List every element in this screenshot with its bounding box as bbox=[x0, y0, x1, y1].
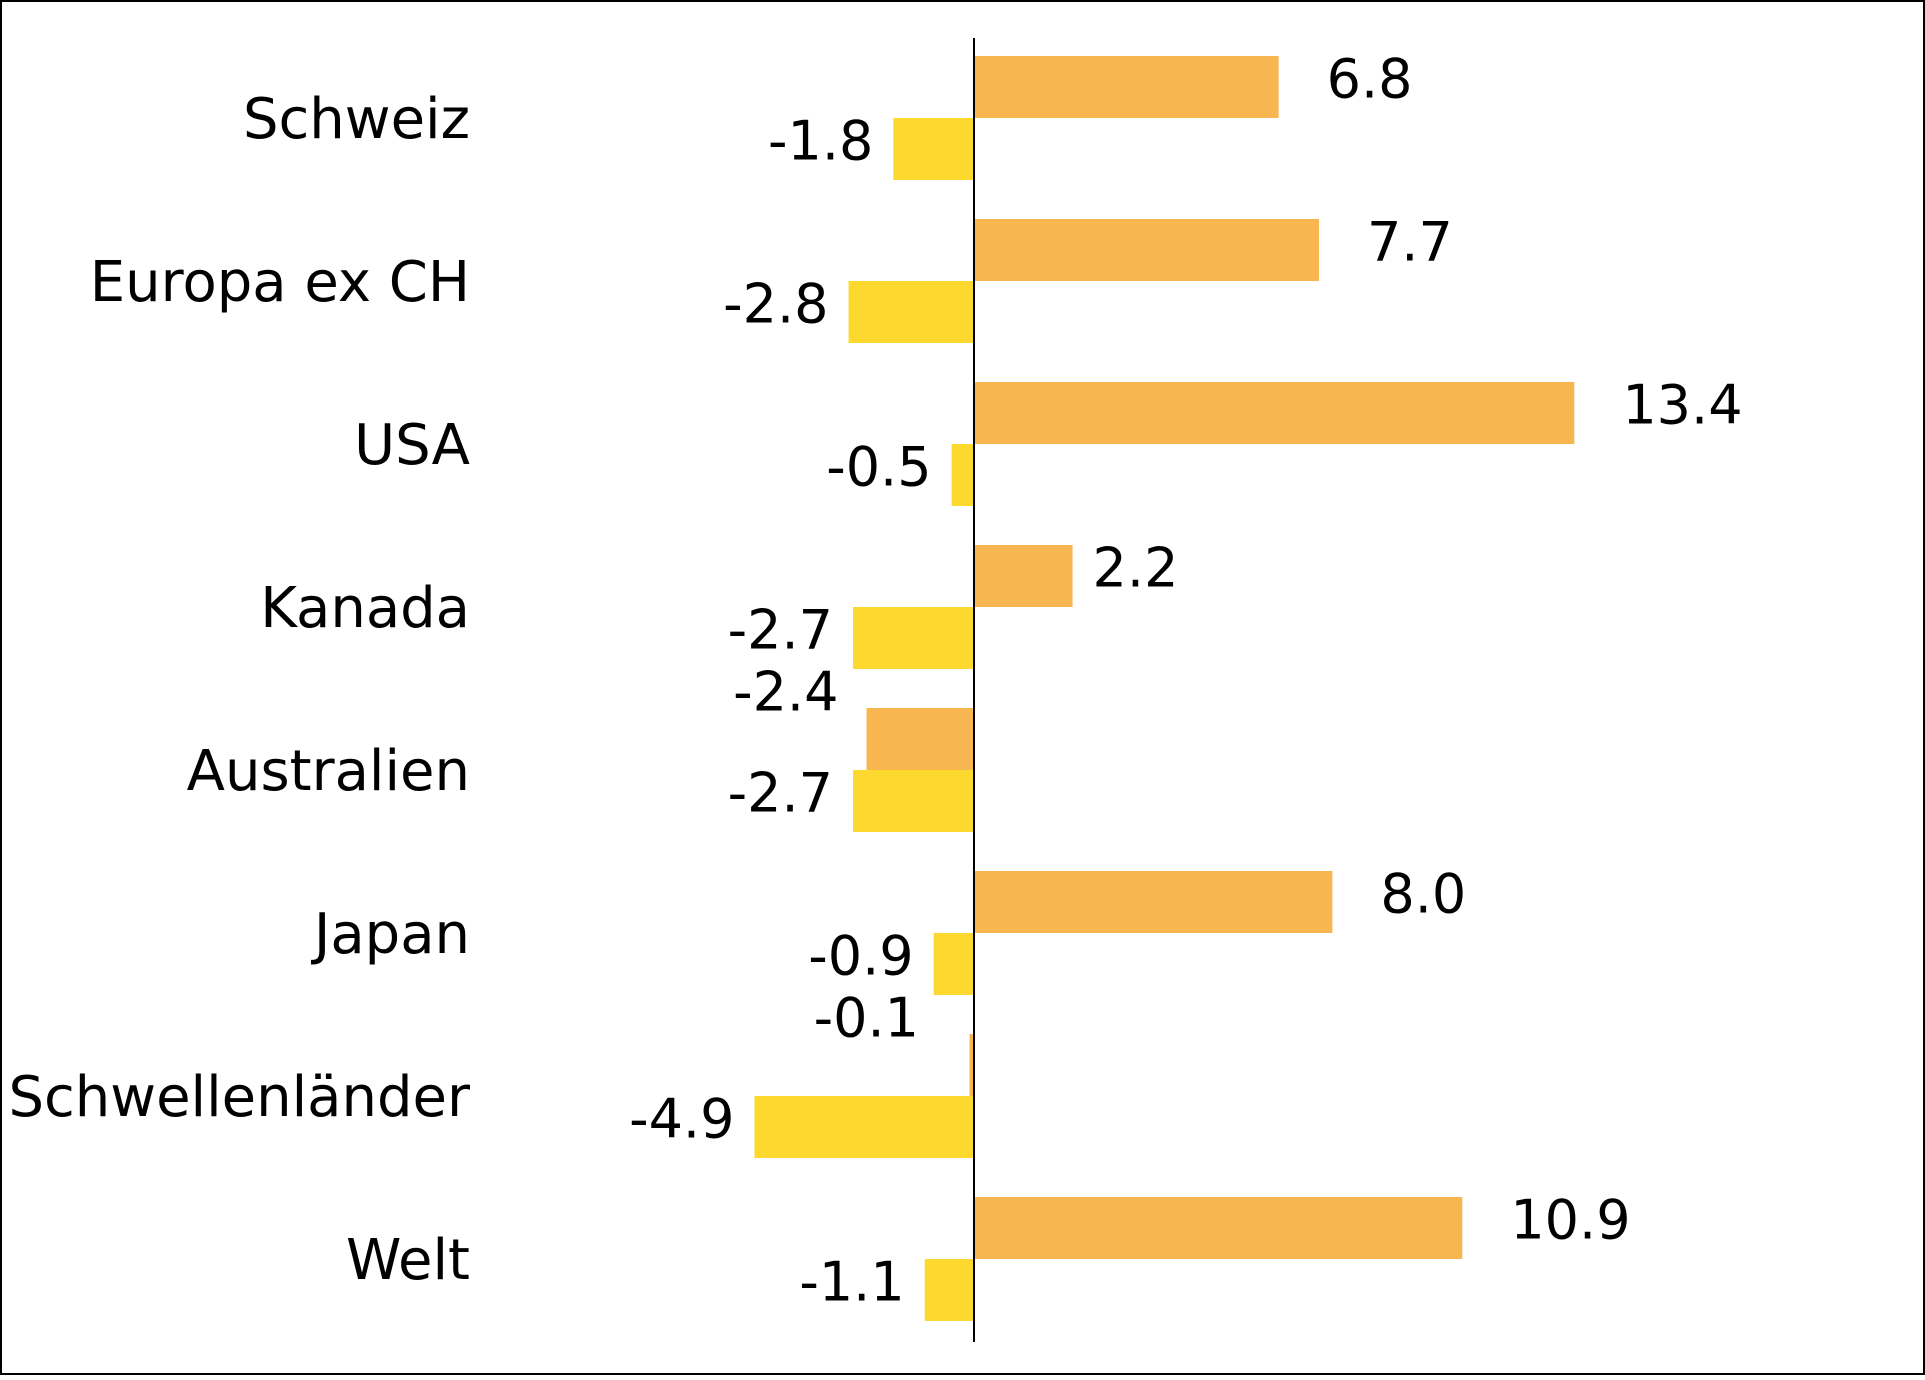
category-label: Japan bbox=[311, 902, 470, 967]
bar-value-label: 6.8 bbox=[1327, 48, 1413, 111]
bar-value-label: 7.7 bbox=[1367, 211, 1453, 274]
bar-series-1 bbox=[974, 56, 1279, 118]
bar-value-label: 10.9 bbox=[1510, 1189, 1630, 1252]
bar-value-label: -4.9 bbox=[629, 1088, 734, 1151]
bar-value-label: -0.5 bbox=[826, 436, 931, 499]
bar-series-2 bbox=[754, 1096, 974, 1158]
category-label: USA bbox=[354, 413, 470, 478]
bar-value-label: -1.8 bbox=[768, 110, 873, 173]
category-label: Schweiz bbox=[243, 87, 470, 152]
bar-value-label: 8.0 bbox=[1380, 863, 1466, 926]
bar-value-label: -2.8 bbox=[723, 273, 828, 336]
bars-group bbox=[754, 56, 1575, 1321]
bar-series-1 bbox=[866, 708, 974, 770]
bar-series-2 bbox=[893, 118, 974, 180]
bar-value-label: 2.2 bbox=[1093, 537, 1179, 600]
bar-series-2 bbox=[848, 281, 974, 343]
bar-value-label: -0.9 bbox=[808, 925, 913, 988]
bar-value-label: 13.4 bbox=[1622, 374, 1742, 437]
bar-series-1 bbox=[974, 1197, 1463, 1259]
bar-value-label: -2.4 bbox=[733, 661, 838, 724]
bar-series-1 bbox=[974, 871, 1333, 933]
bar-series-2 bbox=[933, 933, 974, 995]
category-label: Schwellenländer bbox=[8, 1065, 471, 1130]
category-labels-group: Schweiz Europa ex CH USA Kanada Australien Ja… bbox=[8, 87, 471, 1293]
category-label: Kanada bbox=[260, 576, 470, 641]
bar-series-2 bbox=[853, 607, 974, 669]
bar-series-1 bbox=[974, 382, 1575, 444]
bar-series-2 bbox=[924, 1259, 974, 1321]
category-label: Welt bbox=[346, 1228, 470, 1293]
category-label: Australien bbox=[187, 739, 470, 804]
bar-value-label: -2.7 bbox=[728, 762, 833, 825]
bar-series-1 bbox=[969, 1034, 974, 1096]
bar-series-2 bbox=[853, 770, 974, 832]
bar-value-label: -2.7 bbox=[728, 599, 833, 662]
bar-series-1 bbox=[974, 545, 1073, 607]
category-label: Europa ex CH bbox=[90, 250, 470, 315]
bar-value-label: -1.1 bbox=[799, 1251, 904, 1314]
bar-series-1 bbox=[974, 219, 1319, 281]
bar-series-2 bbox=[951, 444, 974, 506]
bar-value-label: -0.1 bbox=[814, 987, 919, 1050]
value-labels-group: 6.8-1.87.7-2.813.4-0.52.2-2.7-2.4-2.78.0… bbox=[629, 48, 1742, 1314]
